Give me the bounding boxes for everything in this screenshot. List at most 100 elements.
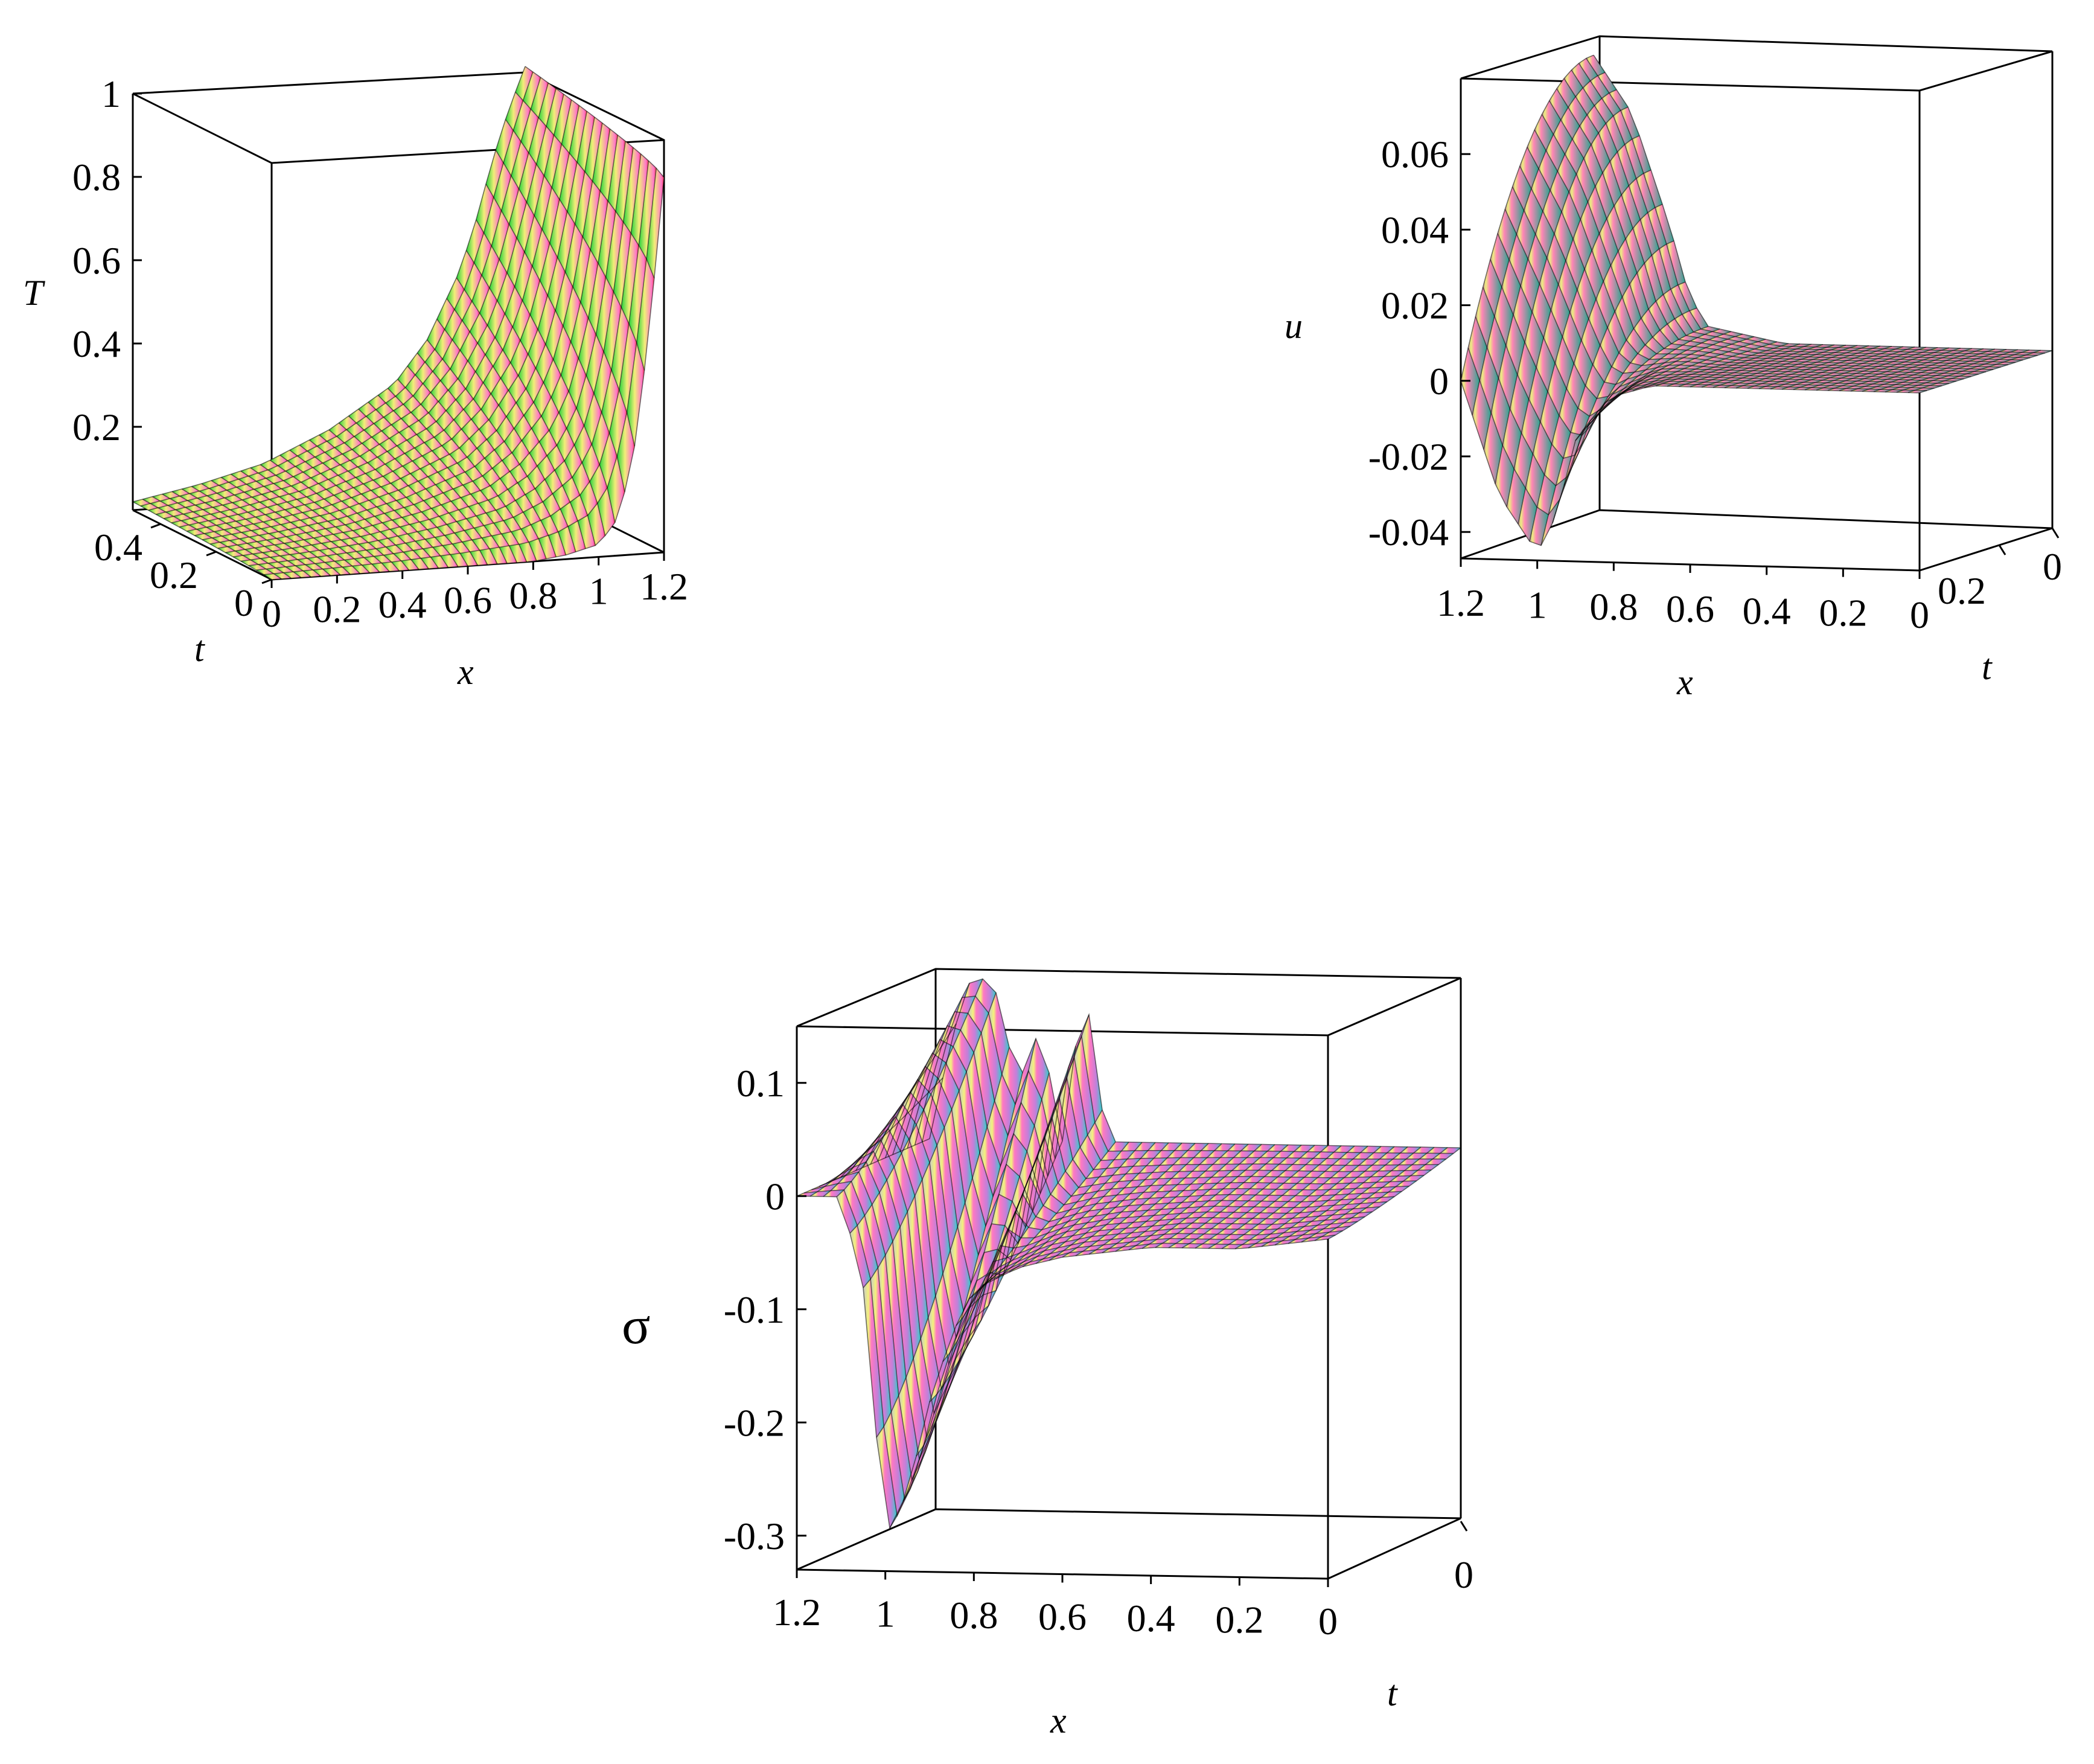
mesh-line-t [270,459,410,570]
surface-patch [1306,1158,1327,1165]
surface-patch [436,411,454,430]
t-tick-label: 0.2 [150,554,198,596]
surface-patch [283,572,301,578]
surface-patch [1791,364,1810,367]
surface-patch [493,162,511,211]
surface-patch [1086,1168,1107,1179]
surface-patch [962,979,983,998]
surface-patch [1339,1203,1361,1210]
surface-patch [1719,367,1738,371]
mesh-line-t [1221,1145,1355,1249]
mesh-line-t [929,1140,1063,1403]
surface-patch [1852,368,1871,371]
surface-patch [1517,342,1536,400]
surface-patch [1875,369,1894,372]
surface-patch [505,286,523,327]
surface-patch [1737,365,1757,368]
surface-patch [937,1340,958,1395]
surface-patch [1396,1181,1417,1187]
surface-patch [488,405,506,431]
surface-patch [1677,376,1697,380]
surface-patch [1382,1181,1403,1187]
mesh-line-t [1483,89,1617,450]
surface-patch [531,77,549,118]
surface-patch [540,516,558,535]
t-tick [150,523,161,529]
surface-patch [1958,358,1977,362]
mesh-line-t [397,379,537,561]
surface-patch [1689,308,1708,329]
surface-patch [567,162,585,224]
surface-patch [1352,1165,1373,1172]
surface-patch [1319,1158,1340,1165]
surface-patch [1133,1215,1154,1222]
surface-patch [1897,389,1916,393]
surface-patch [1280,1145,1301,1152]
surface-patch [1134,1142,1155,1151]
surface-patch [1549,89,1568,120]
surface-patch [1930,383,1949,386]
mesh-line-t [377,395,518,563]
surface-patch [1612,382,1632,395]
surface-patch [1656,383,1675,386]
surface-patch [465,466,483,481]
mesh-line-t [942,1046,1076,1362]
surface-patch [438,467,455,481]
surface-patch [538,295,555,345]
surface-patch [1722,362,1741,365]
surface-patch [1078,1177,1100,1187]
surface-patch [413,383,431,404]
surface-patch [1886,369,1906,372]
surface-patch [394,507,412,517]
surface-patch [1805,359,1825,362]
surface-patch [1100,1151,1122,1161]
t-tick-label: 0 [1454,1553,1473,1596]
surface-patch [1877,356,1897,359]
mesh-line-t [1327,1147,1461,1240]
surface-patch [1074,1216,1095,1225]
surface-patch [601,369,619,433]
surface-patch [548,532,566,557]
surface-patch [943,1316,964,1362]
mesh-line-t [902,1038,1036,1502]
surface-patch [1812,385,1831,388]
surface-patch [1043,1250,1064,1259]
surface-patch [222,534,240,541]
surface-patch [1120,1216,1141,1224]
surface-patch [1737,357,1756,360]
surface-patch [311,543,330,551]
surface-patch [1540,391,1559,444]
mesh-line-t [1062,1143,1196,1258]
mesh-line-t [1713,345,1847,388]
x-tick-label: 0.2 [313,588,361,631]
surface-patch [597,487,615,536]
surface-patch [1629,178,1648,220]
surface-patch [1592,345,1612,382]
surface-patch [505,92,523,130]
surface-patch [450,350,468,379]
surface-patch [1362,1187,1383,1194]
surface-patch [646,168,664,278]
surface-patch [1581,319,1600,365]
surface-patch [1349,1187,1370,1194]
surface-patch [1131,1226,1153,1233]
x-axis-title: x [457,652,474,692]
surface-patch [1102,1247,1123,1253]
surface-patch [1935,357,1955,361]
surface-patch [1347,1146,1368,1153]
surface-patch [1783,366,1802,369]
surface-patch [908,1124,930,1180]
mesh-line-t [1115,1143,1249,1252]
surface-patch [1247,1151,1268,1158]
surface-patch [401,559,419,570]
mesh-line-t [191,486,331,576]
surface-patch [1925,372,1944,376]
surface-patch [1260,1151,1281,1158]
surface-patch [508,375,526,403]
surface-patch [1320,1145,1341,1152]
mesh-line-t [1644,341,1778,389]
surface-patch [1472,380,1492,450]
surface-patch [1059,1229,1081,1238]
surface-patch [1670,371,1689,375]
surface-patch [1174,1201,1195,1209]
